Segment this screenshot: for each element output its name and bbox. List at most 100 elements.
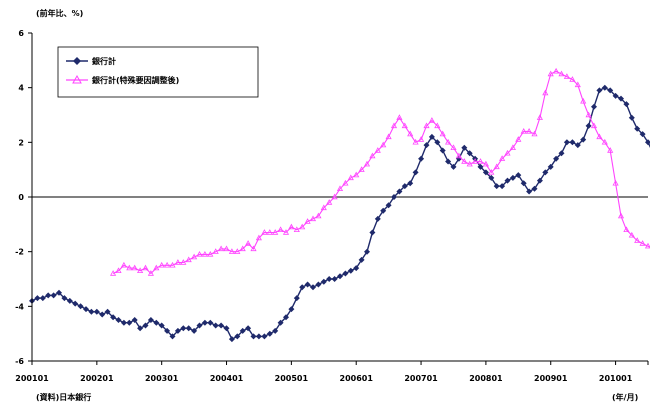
data-point: [380, 207, 387, 214]
data-point: [461, 158, 468, 164]
series-bank-total: [29, 84, 650, 343]
data-point: [434, 122, 441, 129]
data-point: [326, 199, 333, 205]
legend-label-bank-total-adjusted: 銀行計(特殊要因調整後): [91, 75, 179, 85]
data-point: [174, 259, 181, 265]
data-point: [309, 215, 317, 222]
data-point: [120, 261, 127, 268]
series-line: [31, 86, 650, 341]
data-point: [450, 144, 457, 150]
data-point: [66, 297, 73, 304]
data-point: [310, 284, 316, 291]
y-tick-label: -6: [15, 357, 24, 366]
data-point: [585, 122, 592, 129]
data-point: [320, 204, 327, 211]
data-point: [234, 333, 241, 340]
data-point: [185, 325, 192, 332]
x-axis-unit-label: (年/月): [612, 392, 638, 402]
data-point: [147, 270, 154, 276]
data-point: [364, 248, 370, 255]
data-point: [407, 130, 414, 137]
data-point: [180, 259, 187, 265]
data-point: [99, 311, 106, 318]
data-point: [137, 325, 144, 332]
data-point: [56, 289, 62, 296]
data-point: [110, 270, 117, 276]
data-point: [272, 327, 279, 334]
data-point: [218, 322, 225, 329]
data-point: [212, 248, 219, 254]
data-point: [520, 127, 527, 134]
data-point: [445, 158, 452, 165]
data-point: [499, 155, 506, 161]
x-tick-label: 200301: [145, 374, 179, 383]
data-point: [493, 163, 500, 170]
x-tick-label: 200201: [80, 374, 114, 383]
series-layer: [29, 67, 650, 343]
data-point: [293, 295, 300, 302]
data-point: [255, 234, 262, 241]
legend-marker-bank-total-adjusted: [72, 74, 82, 84]
data-point: [574, 81, 581, 88]
data-point: [93, 308, 100, 315]
data-point: [239, 327, 246, 334]
data-point: [547, 163, 554, 170]
y-axis-unit-label: (前年比、%): [36, 8, 83, 18]
data-point: [131, 317, 138, 323]
data-point: [255, 333, 262, 340]
data-point: [391, 194, 397, 200]
data-point: [261, 229, 268, 235]
data-point: [191, 327, 198, 334]
data-point: [282, 229, 290, 235]
data-point: [61, 295, 68, 302]
data-point: [196, 250, 203, 257]
data-point: [363, 160, 371, 167]
data-point: [293, 226, 300, 232]
data-point: [380, 141, 387, 148]
x-tick-label: 200701: [404, 374, 438, 383]
data-point: [72, 300, 79, 307]
data-point: [88, 308, 95, 315]
data-point: [77, 303, 84, 310]
y-tick-label: 4: [18, 84, 24, 93]
data-point: [212, 322, 219, 329]
data-point: [439, 147, 446, 154]
data-point: [164, 327, 171, 334]
data-point: [596, 133, 603, 140]
y-tick-label: 6: [18, 29, 24, 38]
data-point: [634, 125, 641, 132]
x-tick-label: 200601: [340, 374, 374, 383]
data-point: [315, 212, 322, 219]
data-point: [531, 130, 538, 137]
data-point: [531, 185, 538, 192]
legend-marker-bank-total: [73, 57, 81, 65]
data-point: [174, 327, 181, 334]
data-point: [39, 295, 46, 302]
data-point: [542, 89, 549, 96]
data-point: [623, 101, 630, 108]
x-tick-label: 200501: [275, 374, 309, 383]
data-point: [509, 174, 516, 181]
data-point: [644, 242, 650, 249]
data-point: [536, 114, 543, 120]
data-point: [482, 169, 489, 176]
x-tick-label: 200401: [210, 374, 244, 383]
data-point: [607, 87, 614, 94]
data-point: [385, 133, 392, 140]
data-point: [601, 138, 608, 145]
data-point: [353, 265, 360, 272]
data-point: [374, 215, 381, 222]
data-point: [504, 149, 511, 156]
data-point: [563, 73, 570, 79]
data-point: [207, 319, 214, 326]
data-point: [612, 179, 619, 186]
data-point: [185, 256, 192, 263]
data-point: [207, 250, 214, 257]
data-point: [591, 103, 597, 110]
data-point: [304, 218, 311, 224]
data-point: [245, 240, 252, 246]
data-point: [601, 84, 608, 91]
data-point: [288, 223, 295, 230]
data-point: [374, 147, 381, 153]
data-point: [504, 177, 511, 184]
